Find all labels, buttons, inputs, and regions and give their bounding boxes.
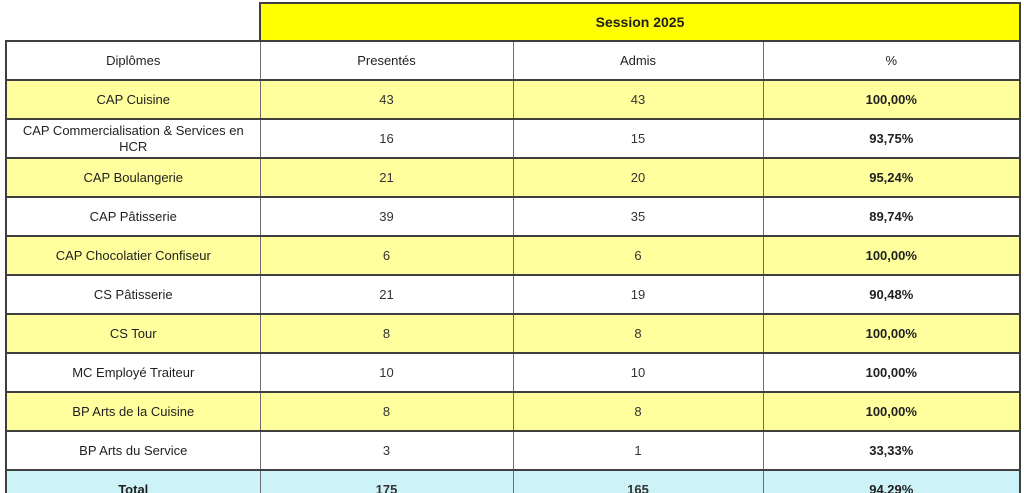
session-row: Session 2025	[6, 2, 1022, 42]
results-table: Session 2025 Diplômes Presentés Admis % …	[5, 2, 1022, 493]
total-presentes: 175	[259, 469, 514, 493]
presentes-value: 21	[259, 274, 514, 315]
diploma-label: CS Tour	[5, 313, 261, 354]
diploma-label: CAP Commercialisation & Services en HCR	[5, 118, 261, 159]
table-row: CS Pâtisserie 21 19 90,48%	[5, 274, 1022, 315]
pct-value: 100,00%	[762, 313, 1022, 354]
diploma-label: BP Arts de la Cuisine	[5, 391, 261, 432]
table-row: MC Employé Traiteur 10 10 100,00%	[5, 352, 1022, 393]
corner-empty-cell	[6, 3, 260, 41]
session-title: Session 2025	[258, 2, 1022, 42]
pct-value: 93,75%	[762, 118, 1022, 159]
presentes-value: 21	[259, 157, 514, 198]
presentes-value: 6	[259, 235, 514, 276]
admis-value: 1	[512, 430, 764, 471]
presentes-value: 39	[259, 196, 514, 237]
pct-value: 33,33%	[762, 430, 1022, 471]
diploma-label: CAP Boulangerie	[5, 157, 261, 198]
table-body: CAP Cuisine 43 43 100,00% CAP Commercialisat…	[5, 79, 1022, 471]
admis-value: 6	[512, 235, 764, 276]
column-header-pct: %	[762, 40, 1022, 81]
column-header-presentes: Presentés	[259, 40, 514, 81]
table-row: BP Arts de la Cuisine 8 8 100,00%	[5, 391, 1022, 432]
diploma-label: CAP Pâtisserie	[5, 196, 261, 237]
pct-value: 95,24%	[762, 157, 1022, 198]
admis-value: 43	[512, 79, 764, 120]
pct-value: 90,48%	[762, 274, 1022, 315]
total-pct: 94,29%	[762, 469, 1022, 493]
presentes-value: 3	[259, 430, 514, 471]
admis-value: 20	[512, 157, 764, 198]
pct-value: 100,00%	[762, 352, 1022, 393]
admis-value: 19	[512, 274, 764, 315]
diploma-label: BP Arts du Service	[5, 430, 261, 471]
pct-value: 89,74%	[762, 196, 1022, 237]
table-row: CS Tour 8 8 100,00%	[5, 313, 1022, 354]
pct-value: 100,00%	[762, 79, 1022, 120]
column-header-admis: Admis	[512, 40, 764, 81]
admis-value: 10	[512, 352, 764, 393]
table-row: BP Arts du Service 3 1 33,33%	[5, 430, 1022, 471]
column-header-diplomes: Diplômes	[5, 40, 261, 81]
pct-value: 100,00%	[762, 235, 1022, 276]
admis-value: 35	[512, 196, 764, 237]
table-row: CAP Boulangerie 21 20 95,24%	[5, 157, 1022, 198]
table-row: CAP Commercialisation & Services en HCR 1…	[5, 118, 1022, 159]
presentes-value: 8	[259, 391, 514, 432]
diploma-label: CS Pâtisserie	[5, 274, 261, 315]
total-admis: 165	[512, 469, 764, 493]
total-label: Total	[5, 469, 261, 493]
presentes-value: 10	[259, 352, 514, 393]
total-row: Total 175 165 94,29%	[5, 469, 1022, 493]
table-row: CAP Cuisine 43 43 100,00%	[5, 79, 1022, 120]
presentes-value: 16	[259, 118, 514, 159]
pct-value: 100,00%	[762, 391, 1022, 432]
admis-value: 15	[512, 118, 764, 159]
table-row: CAP Pâtisserie 39 35 89,74%	[5, 196, 1022, 237]
column-header-row: Diplômes Presentés Admis %	[5, 40, 1022, 81]
presentes-value: 43	[259, 79, 514, 120]
diploma-label: CAP Chocolatier Confiseur	[5, 235, 261, 276]
admis-value: 8	[512, 391, 764, 432]
diploma-label: MC Employé Traiteur	[5, 352, 261, 393]
diploma-label: CAP Cuisine	[5, 79, 261, 120]
presentes-value: 8	[259, 313, 514, 354]
admis-value: 8	[512, 313, 764, 354]
table-row: CAP Chocolatier Confiseur 6 6 100,00%	[5, 235, 1022, 276]
